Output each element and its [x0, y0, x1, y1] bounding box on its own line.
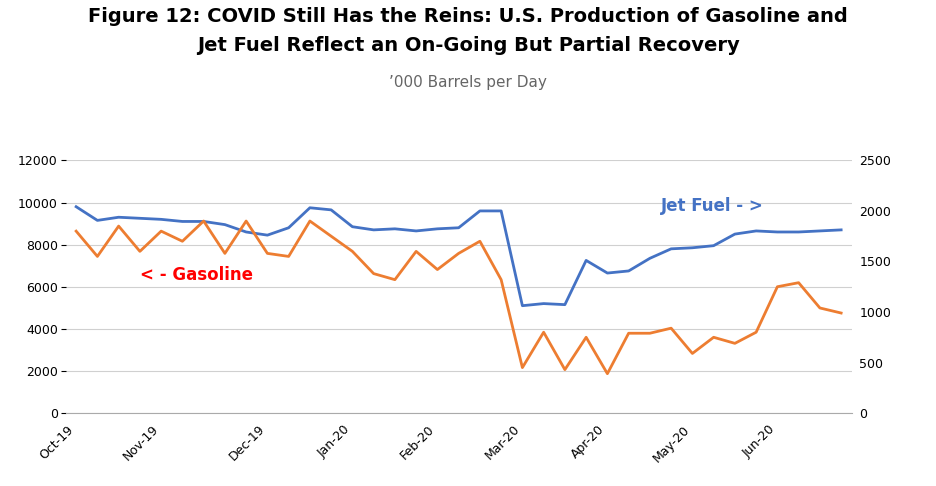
Text: < - Gasoline: < - Gasoline — [139, 266, 253, 284]
Text: Figure 12: COVID Still Has the Reins: U.S. Production of Gasoline and: Figure 12: COVID Still Has the Reins: U.… — [88, 7, 848, 26]
Text: Jet Fuel - >: Jet Fuel - > — [661, 197, 764, 215]
Text: Jet Fuel Reflect an On-Going But Partial Recovery: Jet Fuel Reflect an On-Going But Partial… — [197, 36, 739, 55]
Text: ’000 Barrels per Day: ’000 Barrels per Day — [389, 75, 547, 90]
